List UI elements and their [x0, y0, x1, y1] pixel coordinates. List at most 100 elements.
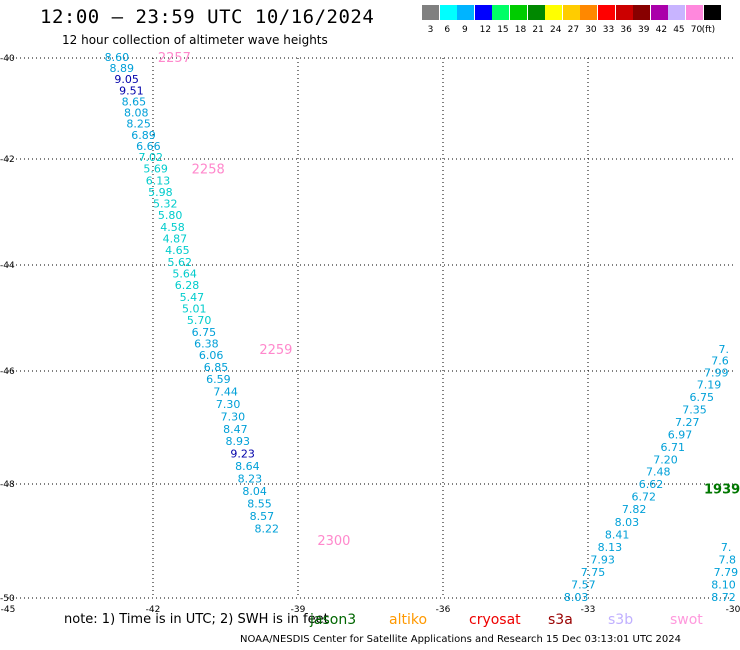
- wave-height-value: 8.47: [223, 423, 248, 436]
- y-tick-label: -48: [0, 480, 15, 490]
- wave-height-value: 8.64: [235, 460, 260, 473]
- y-tick-label: -50: [0, 594, 15, 604]
- wave-height-value: 6.66: [136, 140, 161, 153]
- wave-height-value: 5.62: [168, 256, 193, 269]
- wave-height-value: 6.06: [199, 349, 224, 362]
- legend-label: 39: [638, 25, 650, 35]
- y-tick-label: -44: [0, 261, 15, 271]
- legend-label: 24: [550, 25, 562, 35]
- legend-swatch: [545, 5, 563, 20]
- time-label: 2259: [259, 343, 292, 358]
- wave-height-value: 9.51: [119, 84, 143, 97]
- wave-height-value: 7.8: [719, 553, 737, 566]
- legend-swatch: [562, 5, 580, 20]
- wave-height-value: 6.71: [661, 441, 686, 454]
- time-label: 1939: [704, 483, 740, 498]
- wave-height-value: 8.04: [242, 485, 267, 498]
- legend-label: 12: [479, 25, 492, 35]
- wave-height-value: 8.55: [247, 498, 272, 511]
- wave-height-value: 7.27: [675, 416, 700, 429]
- legend-swatch: [439, 5, 457, 20]
- wave-height-value: 4.65: [165, 244, 190, 257]
- time-label: 2257: [158, 51, 191, 66]
- wave-height-value: 5.01: [182, 303, 207, 316]
- wave-height-value: 7.79: [714, 566, 739, 579]
- wave-height-value: 4.58: [160, 221, 185, 234]
- legend-label: 27: [567, 25, 580, 35]
- wave-height-value: 6.75: [192, 326, 217, 339]
- wave-height-value: 7.19: [697, 379, 722, 392]
- wave-height-value: 5.64: [172, 268, 197, 281]
- x-tick-label: -36: [436, 605, 451, 615]
- wave-height-value: 5.98: [148, 186, 173, 199]
- wave-height-value: 8.65: [122, 95, 147, 108]
- legend-label: 6: [444, 25, 451, 35]
- satellite-label-altiko: altiko: [389, 612, 428, 628]
- wave-height-value: 6.28: [175, 279, 200, 292]
- wave-height-value: 9.05: [114, 73, 139, 86]
- legend-label: 15: [497, 25, 509, 35]
- wave-height-value: 8.23: [238, 472, 262, 485]
- legend-swatch: [422, 5, 440, 20]
- wave-height-value: 5.70: [187, 314, 212, 327]
- wave-height-value: 7.48: [646, 466, 671, 479]
- wave-height-value: 8.72: [711, 591, 736, 604]
- wave-height-value: 5.69: [143, 163, 168, 176]
- wave-height-value: 7.93: [590, 553, 615, 566]
- wave-height-value: 7.02: [139, 151, 164, 164]
- wave-height-value: 7.: [719, 343, 730, 356]
- legend-label: 36: [620, 25, 632, 35]
- wave-height-value: 6.89: [131, 129, 156, 142]
- legend-swatch: [668, 5, 686, 20]
- legend-swatch: [527, 5, 545, 20]
- wave-height-value: 7.75: [581, 566, 606, 579]
- page-subtitle: 12 hour collection of altimeter wave hei…: [62, 33, 328, 47]
- legend-label: 18: [514, 25, 527, 35]
- wave-height-value: 6.72: [632, 491, 657, 504]
- legend-swatch: [703, 5, 721, 20]
- legend-label: 42: [655, 25, 668, 35]
- satellite-label-swot: swot: [670, 612, 703, 628]
- satellite-label-s3b: s3b: [608, 612, 634, 628]
- wave-height-value: 7.: [721, 541, 732, 554]
- legend-label: 30: [585, 25, 597, 35]
- wave-height-value: 9.23: [230, 448, 255, 461]
- x-tick-label: -33: [581, 605, 596, 615]
- wave-height-value: 7.6: [711, 354, 729, 367]
- legend-swatch: [580, 5, 598, 20]
- wave-height-values: 8.608.899.059.518.658.088.256.896.667.02…: [105, 51, 739, 604]
- legend-label: 9: [462, 25, 468, 35]
- x-tick-label: -30: [726, 605, 740, 615]
- satellite-label-cryosat: cryosat: [469, 612, 521, 628]
- satellite-label-s3a: s3a: [548, 612, 573, 628]
- wave-height-value: 8.03: [564, 591, 589, 604]
- wave-height-value: 6.59: [206, 373, 231, 386]
- legend-swatch: [598, 5, 616, 20]
- legend-swatch: [510, 5, 528, 20]
- wave-height-value: 7.57: [571, 578, 596, 591]
- wave-height-value: 4.87: [163, 233, 188, 246]
- legend-swatch: [492, 5, 510, 20]
- legend-swatch: [633, 5, 651, 20]
- page-title: 12:00 — 23:59 UTC 10/16/2024: [40, 6, 375, 28]
- wave-height-value: 8.08: [124, 107, 149, 120]
- legend-label: 3: [427, 25, 434, 35]
- wave-height-value: 8.41: [605, 528, 630, 541]
- wave-height-value: 8.10: [711, 578, 736, 591]
- legend-label: 33: [602, 25, 615, 35]
- time-label: 2258: [192, 163, 225, 178]
- map-grid: [8, 57, 733, 599]
- wave-height-value: 8.22: [255, 523, 280, 536]
- time-labels: 2257 2258 2259 2300 1939: [158, 51, 740, 549]
- wave-height-value: 7.30: [221, 410, 246, 423]
- wave-height-value: 8.03: [615, 516, 640, 529]
- wave-height-value: 6.97: [668, 428, 693, 441]
- wave-height-value: 6.85: [204, 361, 229, 374]
- wave-height-value: 5.47: [180, 291, 205, 304]
- legend-label: 45: [673, 25, 685, 35]
- wave-height-value: 6.75: [690, 391, 715, 404]
- wave-height-value: 5.32: [153, 198, 178, 211]
- wave-height-value: 8.13: [598, 541, 623, 554]
